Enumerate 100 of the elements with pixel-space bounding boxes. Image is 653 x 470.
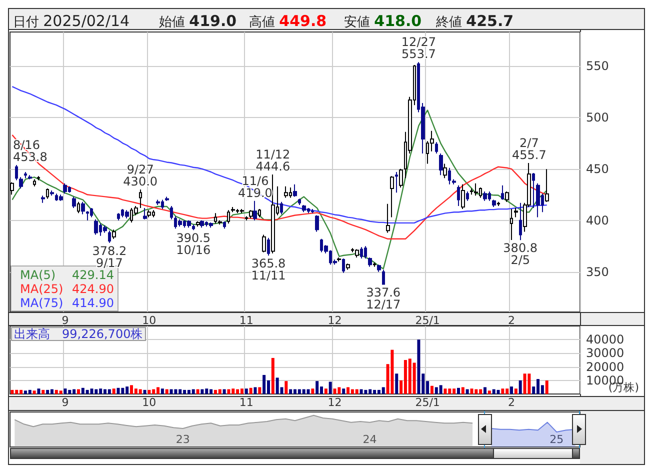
bar — [316, 381, 319, 394]
candlestick — [28, 174, 32, 180]
candlestick — [452, 178, 456, 185]
x-tick-label: 12 — [328, 314, 342, 327]
text: 日付 2025/02/14 — [13, 12, 130, 31]
bar — [165, 389, 168, 394]
bar — [342, 388, 346, 394]
candlestick — [15, 164, 18, 181]
bar — [276, 378, 279, 394]
annotation: 9/27 430.0 — [123, 162, 158, 188]
y-tick-label: 400 — [586, 213, 609, 228]
candlestick — [492, 199, 496, 208]
candlestick — [253, 200, 257, 221]
bar — [518, 380, 522, 394]
candlestick — [227, 210, 230, 224]
candlestick — [267, 237, 270, 256]
bar — [488, 390, 491, 394]
bar — [42, 390, 45, 394]
annotation: 11/12 444.6 — [256, 147, 290, 174]
candlestick — [443, 163, 447, 179]
bar — [412, 362, 416, 394]
y-tick-label: 40000 — [586, 332, 624, 347]
bar — [333, 388, 336, 394]
candlestick — [90, 208, 93, 218]
bar — [10, 390, 14, 394]
candlestick — [315, 214, 319, 232]
bar — [50, 389, 54, 394]
x-tick-label: 23 — [176, 433, 190, 446]
candlestick — [435, 142, 438, 154]
candlestick — [448, 167, 451, 185]
bar — [501, 388, 504, 394]
bar — [218, 389, 222, 394]
candlestick — [368, 256, 372, 268]
candlestick — [399, 168, 403, 188]
candlestick — [94, 218, 98, 236]
candlestick — [510, 208, 513, 240]
bar — [138, 389, 142, 394]
candlestick — [271, 174, 275, 254]
candlestick — [209, 222, 213, 228]
candlestick — [10, 182, 14, 196]
candlestick — [33, 178, 36, 187]
text: MA(75) 414.90 — [20, 296, 114, 310]
candlestick — [280, 201, 283, 215]
bar — [227, 389, 230, 394]
candlestick — [103, 225, 107, 234]
candlestick — [147, 210, 151, 218]
bar — [456, 388, 460, 394]
candlestick — [395, 172, 398, 194]
y-tick-label: 550 — [586, 58, 609, 73]
candlestick — [346, 263, 350, 270]
bar — [160, 388, 164, 394]
line-series — [12, 86, 548, 224]
bar — [355, 389, 358, 394]
candlestick — [373, 262, 376, 268]
bar — [148, 390, 151, 394]
bar — [196, 389, 200, 394]
bar — [262, 374, 266, 394]
text: 安値 418.0 — [344, 12, 422, 31]
text: 高値 449.8 — [249, 12, 327, 31]
candlestick — [63, 182, 67, 194]
candlestick — [377, 264, 381, 272]
x-tick-label: 9 — [62, 314, 69, 327]
candlestick — [545, 168, 549, 202]
bar — [306, 389, 310, 394]
candlestick — [497, 201, 500, 206]
bar — [170, 389, 173, 394]
bar — [108, 389, 111, 394]
bar — [338, 387, 341, 394]
y-tick-label: 20000 — [586, 360, 624, 374]
bar — [496, 390, 500, 394]
bar — [174, 389, 178, 394]
candlestick — [337, 256, 341, 262]
x-tick-label: 2 — [508, 396, 516, 409]
chart-title: 出来高 99,226,700株 — [14, 327, 143, 341]
candlestick — [37, 176, 40, 181]
annotation: 12/27 553.7 — [401, 35, 436, 62]
annotation: 2/7 455.7 — [512, 136, 546, 162]
candlestick — [355, 248, 359, 258]
x-tick-label: 11 — [239, 396, 254, 409]
candlestick — [192, 224, 195, 231]
bar — [130, 385, 134, 394]
bar — [545, 380, 548, 394]
bar — [112, 388, 116, 394]
bar — [249, 388, 252, 394]
candlestick — [200, 220, 204, 228]
bar — [121, 388, 124, 394]
line-series — [12, 110, 548, 270]
annotation: 337.6 12/17 — [366, 286, 401, 312]
bar — [528, 374, 531, 394]
bar — [90, 388, 94, 394]
candlestick — [245, 216, 248, 221]
bar — [32, 390, 36, 394]
bar — [284, 381, 288, 394]
x-tick-label: 25 — [550, 433, 564, 446]
bar — [200, 389, 204, 394]
candlestick — [382, 269, 385, 286]
bar — [86, 390, 89, 394]
candlestick — [311, 208, 314, 214]
annotation: 365.8 11/11 — [251, 256, 286, 283]
candlestick — [86, 210, 89, 221]
